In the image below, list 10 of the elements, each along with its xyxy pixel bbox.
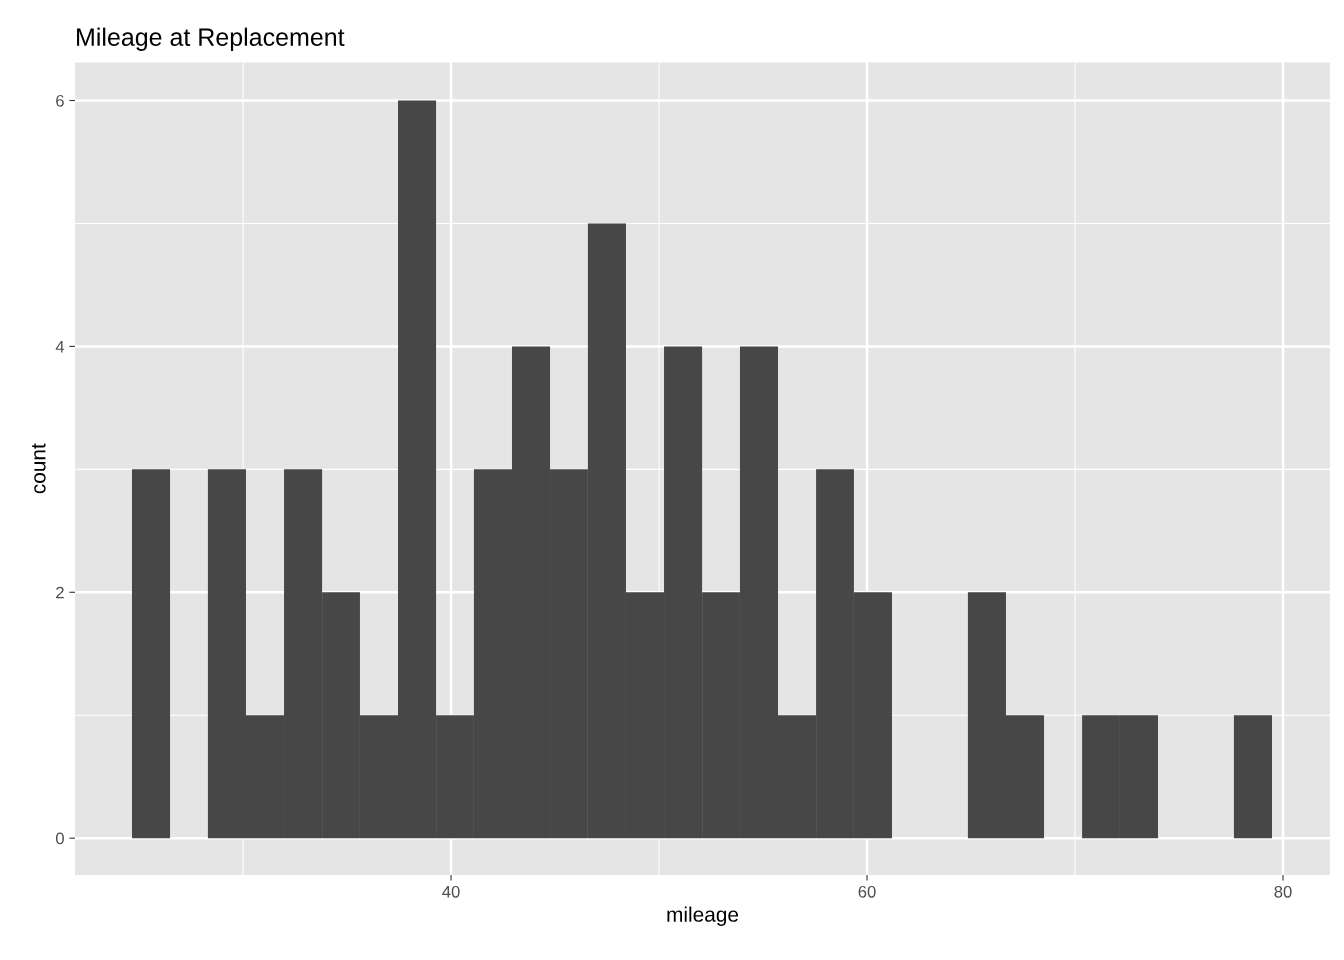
y-tick-label: 6	[56, 94, 64, 107]
x-axis-title: mileage	[667, 906, 739, 926]
x-tick-label: 80	[1274, 885, 1292, 898]
y-tick-label: 0	[55, 832, 64, 845]
y-axis-title: count	[31, 443, 46, 494]
chart-title: Mileage at Replacement	[77, 27, 345, 51]
x-tick-label: 40	[442, 885, 460, 898]
y-tick-label: 4	[55, 340, 65, 353]
y-tick-label: 2	[56, 586, 64, 599]
x-tick-label: 60	[858, 885, 876, 898]
